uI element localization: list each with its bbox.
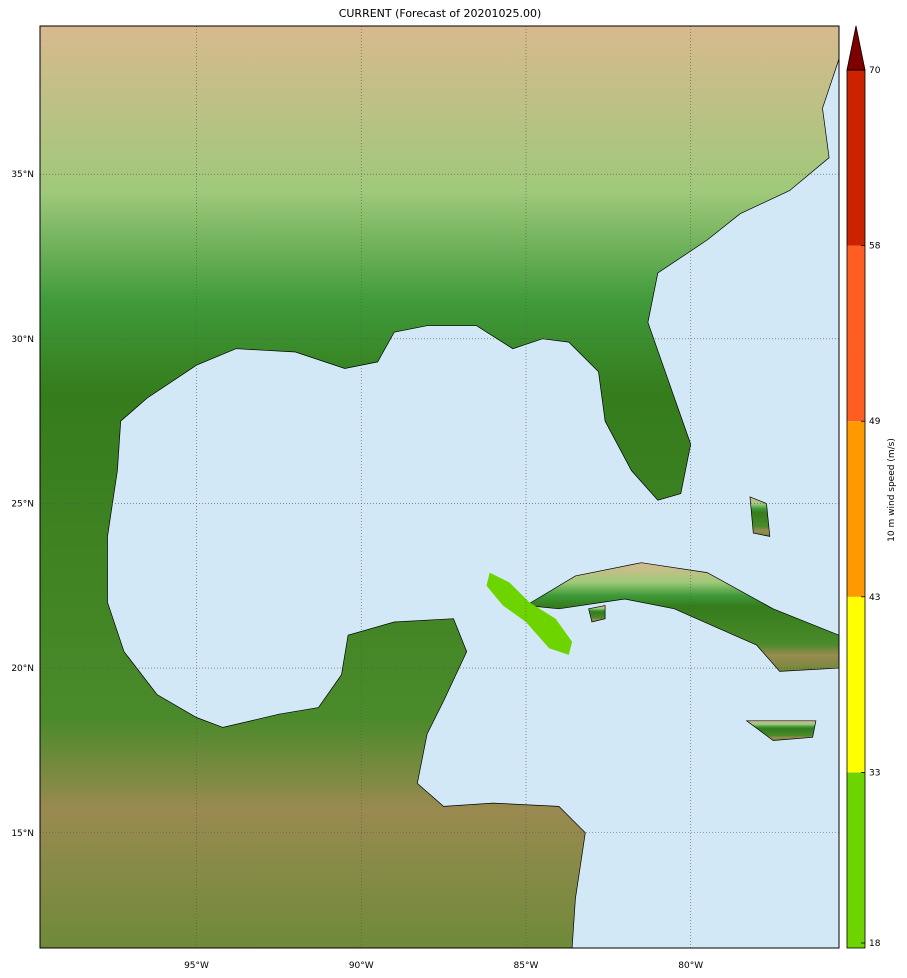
colorbar-tick-label: 58 — [869, 242, 881, 252]
lon-tick-label: 90°W — [349, 961, 374, 971]
wind-layer — [486, 572, 573, 655]
graticule — [40, 26, 839, 948]
map-title: CURRENT (Forecast of 20201025.00) — [338, 7, 542, 20]
colorbar-tick-label: 43 — [869, 593, 880, 603]
lat-tick-label: 25°N — [11, 499, 34, 509]
colorbar-segment — [847, 421, 865, 597]
land-layer — [39, 25, 840, 949]
colorbar-label: 10 m wind speed (m/s) — [887, 438, 897, 542]
lat-tick-label: 30°N — [11, 335, 34, 345]
colorbar-tick-label: 33 — [869, 768, 880, 778]
lat-tick-label: 35°N — [11, 170, 34, 180]
colorbar-segment — [847, 772, 865, 948]
colorbar-segment — [847, 70, 865, 246]
wind-speed-area — [486, 572, 573, 655]
colorbar: 18 33 43 49 58 70 — [846, 25, 881, 949]
lon-tick-label: 80°W — [678, 961, 703, 971]
colorbar-extend-arrow — [846, 25, 866, 71]
colorbar-tick-label: 18 — [869, 939, 881, 949]
lat-tick-label: 15°N — [11, 829, 34, 839]
land-andros — [749, 496, 771, 537]
colorbar-tick-label: 70 — [869, 66, 881, 76]
lon-tick-label: 85°W — [514, 961, 539, 971]
colorbar-segment — [847, 596, 865, 773]
colorbar-tick-label: 49 — [869, 417, 881, 427]
map-frame — [39, 25, 840, 949]
lat-tick-label: 20°N — [11, 664, 34, 674]
colorbar-frame — [846, 69, 866, 949]
land-isla-de-la-juventud — [588, 605, 606, 623]
colorbar-segment — [847, 245, 865, 422]
lon-tick-label: 95°W — [184, 961, 209, 971]
land-jamaica — [745, 720, 817, 741]
